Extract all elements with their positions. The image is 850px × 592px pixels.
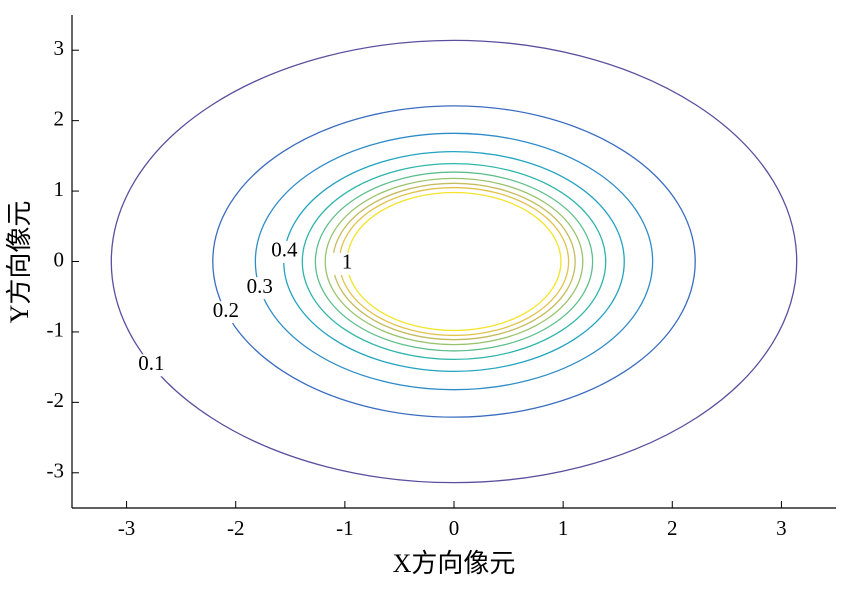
contour-label: 0.1 <box>138 351 164 375</box>
contour-line <box>346 191 562 332</box>
y-tick-label: -1 <box>47 318 65 342</box>
y-tick-label: -2 <box>47 388 65 412</box>
contour-line <box>332 182 576 341</box>
x-tick-label: 2 <box>667 516 678 540</box>
y-tick-label: 1 <box>54 177 65 201</box>
contour-line <box>314 171 594 352</box>
contour-label-bg <box>208 301 243 324</box>
x-tick-label: -2 <box>227 516 245 540</box>
contour-line <box>301 162 607 361</box>
x-tick-label: 3 <box>776 516 787 540</box>
contour-label: 0.4 <box>271 238 298 262</box>
y-tick-label: 0 <box>54 247 65 271</box>
x-tick-label: -3 <box>118 516 136 540</box>
y-tick-label: -3 <box>47 459 65 483</box>
contour-line <box>254 132 654 391</box>
y-tick-label: 2 <box>54 106 65 130</box>
y-tick-label: 3 <box>54 36 65 60</box>
x-axis-label: X方向像元 <box>393 549 516 578</box>
contour-label-bg <box>330 252 365 275</box>
x-tick-label: -1 <box>336 516 354 540</box>
contour-label-bg <box>242 277 277 300</box>
contour-label: 0.3 <box>247 274 273 298</box>
contour-line <box>324 177 584 346</box>
contour-label-bg <box>134 354 169 377</box>
contour-label: 1 <box>342 250 353 274</box>
x-tick-label: 1 <box>558 516 569 540</box>
contour-line <box>338 186 570 337</box>
contour-label: 0.2 <box>213 298 239 322</box>
contour-line <box>212 105 696 418</box>
contour-label-bg <box>267 240 302 263</box>
y-axis-label: Y方向像元 <box>5 201 34 324</box>
contour-line <box>110 39 798 484</box>
x-tick-label: 0 <box>449 516 460 540</box>
